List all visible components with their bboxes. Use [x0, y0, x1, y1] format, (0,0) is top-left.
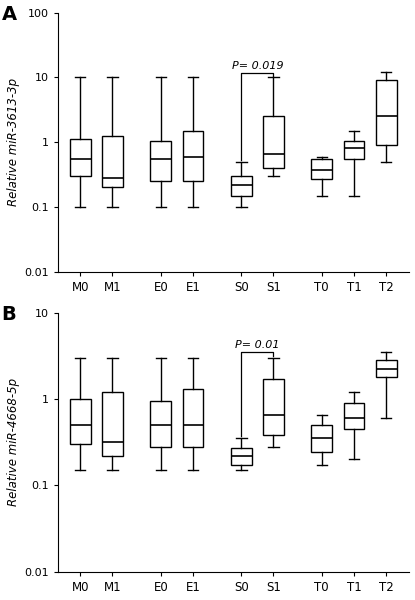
Y-axis label: Relative miR-4668-5p: Relative miR-4668-5p	[7, 378, 20, 506]
PathPatch shape	[263, 379, 284, 435]
PathPatch shape	[376, 361, 397, 377]
PathPatch shape	[344, 403, 364, 429]
PathPatch shape	[150, 141, 171, 181]
PathPatch shape	[231, 448, 252, 466]
Text: P= 0.019: P= 0.019	[232, 61, 283, 71]
PathPatch shape	[102, 392, 123, 456]
PathPatch shape	[311, 159, 332, 179]
PathPatch shape	[102, 136, 123, 187]
PathPatch shape	[150, 401, 171, 447]
Text: B: B	[2, 305, 16, 324]
Text: A: A	[2, 5, 17, 24]
Text: P= 0.01: P= 0.01	[235, 340, 280, 350]
PathPatch shape	[263, 116, 284, 168]
PathPatch shape	[311, 425, 332, 452]
PathPatch shape	[376, 80, 397, 145]
PathPatch shape	[231, 176, 252, 196]
PathPatch shape	[70, 139, 91, 176]
PathPatch shape	[183, 389, 203, 447]
PathPatch shape	[70, 399, 91, 444]
PathPatch shape	[183, 131, 203, 181]
PathPatch shape	[344, 141, 364, 159]
Y-axis label: Relative miR-3613-3p: Relative miR-3613-3p	[7, 78, 20, 206]
